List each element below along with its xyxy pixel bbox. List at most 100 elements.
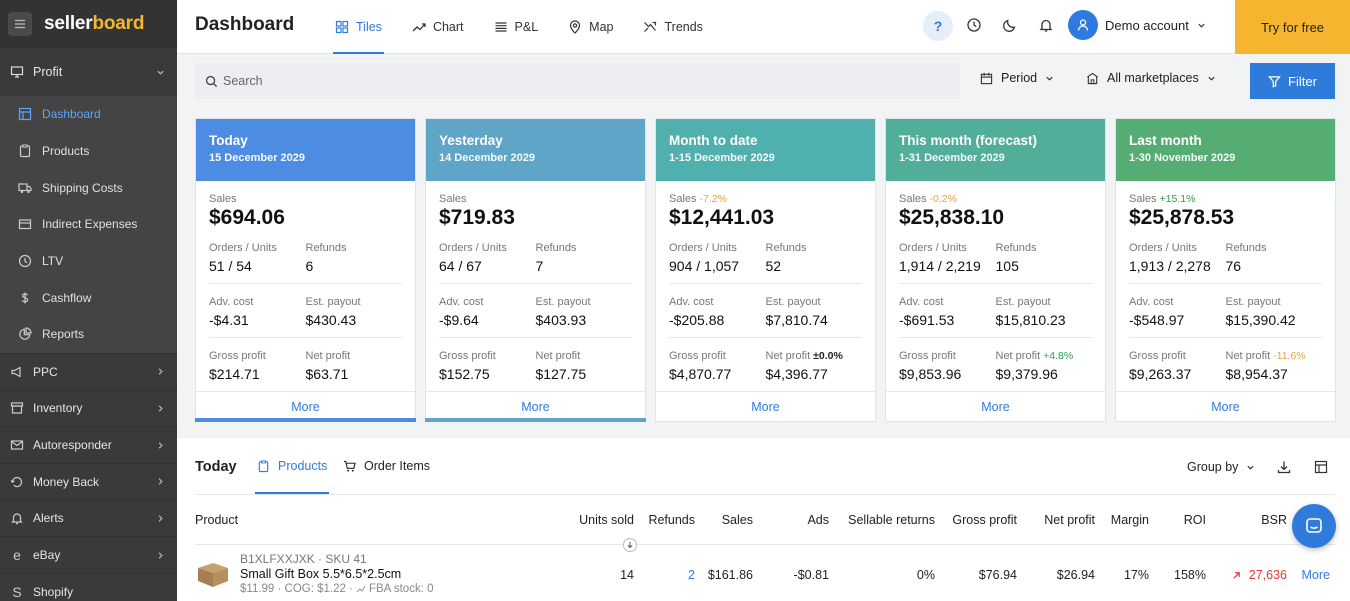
filter-label: Filter bbox=[1288, 73, 1317, 89]
sales-delta: -0.2% bbox=[929, 193, 957, 205]
refunds-value: 7 bbox=[535, 258, 544, 274]
hamburger-menu-button[interactable] bbox=[8, 12, 32, 36]
tile-header: This month (forecast) 1-31 December 2029 bbox=[886, 119, 1105, 181]
column-header-roi[interactable]: ROI bbox=[1183, 513, 1206, 527]
sidebar-item-ppc[interactable]: PPC bbox=[0, 352, 177, 390]
profit-submenu: Dashboard Products Shipping Costs Indire… bbox=[0, 96, 177, 353]
view-tabs: Tiles Chart P&L Map Trends bbox=[333, 0, 731, 54]
tab-label: Products bbox=[278, 459, 328, 473]
column-header-net-profit[interactable]: Net profit bbox=[1044, 513, 1095, 527]
gross-profit-label: Gross profit bbox=[899, 350, 956, 362]
sort-indicator[interactable] bbox=[623, 538, 637, 552]
column-header-refunds[interactable]: Refunds bbox=[648, 513, 695, 527]
tab-order-items[interactable]: Order Items bbox=[343, 438, 430, 494]
marketplaces-dropdown[interactable]: All marketplaces bbox=[1086, 71, 1216, 85]
filter-button[interactable]: Filter bbox=[1250, 63, 1335, 99]
cell-sales: $161.86 bbox=[707, 568, 753, 582]
dark-mode-icon[interactable] bbox=[1002, 17, 1018, 33]
hamburger-icon bbox=[15, 19, 25, 29]
tab-map[interactable]: Map bbox=[566, 0, 615, 54]
row-more-link[interactable]: More bbox=[1301, 568, 1330, 582]
chevron-down-icon bbox=[1247, 465, 1255, 470]
search-input[interactable] bbox=[223, 74, 923, 88]
sidebar-item-label: Indirect Expenses bbox=[42, 217, 138, 232]
column-header-ads[interactable]: Ads bbox=[807, 513, 829, 527]
sidebar-item-autoresponder[interactable]: Autoresponder bbox=[0, 426, 177, 463]
column-header-product[interactable]: Product bbox=[195, 513, 239, 527]
column-header-sellable-returns[interactable]: Sellable returns bbox=[848, 513, 935, 527]
sidebar-item-reports[interactable]: Reports bbox=[0, 316, 177, 353]
help-button[interactable]: ? bbox=[923, 11, 953, 41]
period-dropdown[interactable]: Period bbox=[980, 71, 1054, 85]
table-columns-icon[interactable] bbox=[1314, 460, 1328, 474]
period-label: Period bbox=[1001, 71, 1038, 85]
history-icon[interactable] bbox=[966, 17, 982, 33]
cell-refunds[interactable]: 2 bbox=[688, 568, 695, 582]
refunds-label: Refunds bbox=[765, 242, 807, 254]
notifications-bell-icon[interactable] bbox=[1038, 17, 1054, 33]
sidebar-section-profit[interactable]: Profit bbox=[0, 48, 177, 96]
sidebar-item-indirect-expenses[interactable]: Indirect Expenses bbox=[0, 206, 177, 243]
sidebar-item-inventory[interactable]: Inventory bbox=[0, 389, 177, 427]
store-icon bbox=[1087, 72, 1098, 84]
try-for-free-button[interactable]: Try for free bbox=[1235, 0, 1350, 54]
tile-date: 1-15 December 2029 bbox=[669, 152, 775, 164]
tile-more-link[interactable]: More bbox=[886, 391, 1105, 421]
sales-label: Sales bbox=[209, 193, 237, 205]
tile-more-link[interactable]: More bbox=[1116, 391, 1335, 421]
trend-line-icon bbox=[356, 585, 366, 593]
tab-products[interactable]: Products bbox=[254, 438, 330, 494]
sales-label-row: Sales -0.2% bbox=[899, 193, 1092, 205]
account-menu[interactable]: Demo account bbox=[1068, 10, 1206, 40]
product-name[interactable]: Small Gift Box 5.5*6.5*2.5cm bbox=[240, 567, 402, 581]
sidebar-item-dashboard[interactable]: Dashboard bbox=[0, 96, 177, 133]
sales-value: $12,441.03 bbox=[669, 206, 775, 229]
refunds-label: Refunds bbox=[535, 242, 577, 254]
group-by-dropdown[interactable]: Group by bbox=[1187, 460, 1255, 474]
adv-cost-label: Adv. cost bbox=[669, 296, 714, 308]
funnel-icon bbox=[1268, 75, 1281, 87]
sales-label: Sales bbox=[899, 193, 927, 205]
sellerboard-logo[interactable]: sellerboard bbox=[44, 13, 144, 35]
sidebar-item-label: PPC bbox=[33, 364, 58, 379]
orders-units-label: Orders / Units bbox=[669, 242, 737, 254]
sidebar-item-shopify[interactable]: S Shopify bbox=[0, 572, 177, 601]
sidebar-item-products[interactable]: Products bbox=[0, 133, 177, 170]
sidebar-item-cashflow[interactable]: Cashflow bbox=[0, 279, 177, 316]
tile-more-link[interactable]: More bbox=[656, 391, 875, 421]
sidebar-item-ltv[interactable]: LTV bbox=[0, 243, 177, 280]
net-profit-delta: ±0.0% bbox=[813, 350, 843, 362]
column-header-sales[interactable]: Sales bbox=[721, 513, 753, 527]
net-profit-label-row: Net profit bbox=[306, 350, 403, 362]
chat-button[interactable] bbox=[1292, 504, 1336, 548]
sidebar-item-ebay[interactable]: e eBay bbox=[0, 536, 177, 573]
tab-tiles[interactable]: Tiles bbox=[333, 0, 384, 54]
column-header-bsr[interactable]: BSR bbox=[1261, 513, 1287, 527]
sidebar-item-label: Dashboard bbox=[42, 107, 101, 122]
cell-net-profit: $26.94 bbox=[1056, 568, 1095, 582]
sidebar-item-money-back[interactable]: Money Back bbox=[0, 462, 177, 500]
bell-icon bbox=[10, 511, 24, 525]
tile-more-link[interactable]: More bbox=[196, 391, 415, 421]
tile-more-link[interactable]: More bbox=[426, 391, 645, 421]
column-header-margin[interactable]: Margin bbox=[1110, 513, 1149, 527]
chevron-down-icon bbox=[1198, 23, 1205, 28]
sales-value: $694.06 bbox=[209, 206, 285, 229]
sidebar-item-shipping-costs[interactable]: Shipping Costs bbox=[0, 169, 177, 206]
profit-row: Gross profit $152.75 Net profit $127.75 bbox=[439, 350, 632, 391]
column-header-units-sold[interactable]: Units sold bbox=[579, 513, 634, 527]
tab-trends[interactable]: Trends bbox=[641, 0, 704, 54]
orders-units-label: Orders / Units bbox=[1129, 242, 1197, 254]
tab-chart[interactable]: Chart bbox=[410, 0, 466, 54]
mail-icon bbox=[10, 438, 24, 452]
net-profit-label-row: Net profit +4.8% bbox=[996, 350, 1093, 362]
search-box[interactable] bbox=[195, 63, 960, 99]
sidebar-item-alerts[interactable]: Alerts bbox=[0, 499, 177, 537]
orders-units-value: 1,913 / 2,278 bbox=[1129, 258, 1211, 274]
column-header-gross-profit[interactable]: Gross profit bbox=[952, 513, 1017, 527]
tab-pnl[interactable]: P&L bbox=[492, 0, 541, 54]
logo-main: seller bbox=[44, 13, 93, 34]
download-icon[interactable] bbox=[1277, 460, 1291, 474]
tile-date: 15 December 2029 bbox=[209, 152, 306, 164]
adv-cost-label: Adv. cost bbox=[209, 296, 254, 308]
